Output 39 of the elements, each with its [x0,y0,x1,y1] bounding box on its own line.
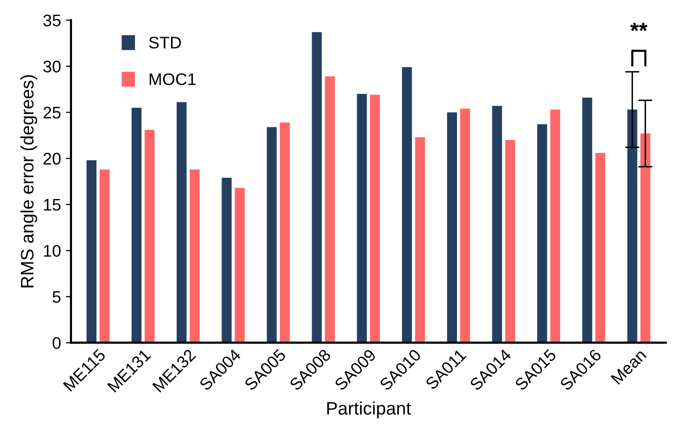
bar [640,134,650,343]
y-tick-label: 15 [44,199,61,211]
bar [492,106,502,343]
y-tick-label: 0 [52,337,61,349]
y-tick-label: 20 [44,152,61,165]
bar [222,178,232,343]
bar [370,94,380,343]
bar [537,124,548,343]
bar [280,122,290,343]
bar [312,32,322,343]
bar [190,169,200,343]
legend-label: MOC1 [150,73,196,86]
y-tick-label: 35 [43,14,61,26]
bar [582,98,592,343]
bar [234,188,245,343]
bar [86,160,96,343]
bar [595,152,606,343]
bar [324,76,335,343]
bar [402,67,412,343]
x-axis-title: Participant [327,401,411,418]
bar [460,108,470,343]
y-tick-label: 30 [43,60,61,72]
annotation: ** [630,22,648,32]
bar [505,140,516,343]
bar [266,127,277,343]
bar [550,110,560,343]
y-axis-title: RMS angle error (degrees) [20,75,38,288]
bar [144,130,155,343]
y-tick-label: 10 [44,244,61,257]
bar [627,110,638,343]
bar [132,108,142,343]
legend-label: STD [149,36,181,48]
bar [415,137,425,343]
bar [447,112,457,343]
y-tick-label: 5 [52,291,61,303]
bar [176,102,187,343]
y-tick-label: 25 [44,106,61,119]
bar [100,169,110,343]
bar [356,94,367,343]
